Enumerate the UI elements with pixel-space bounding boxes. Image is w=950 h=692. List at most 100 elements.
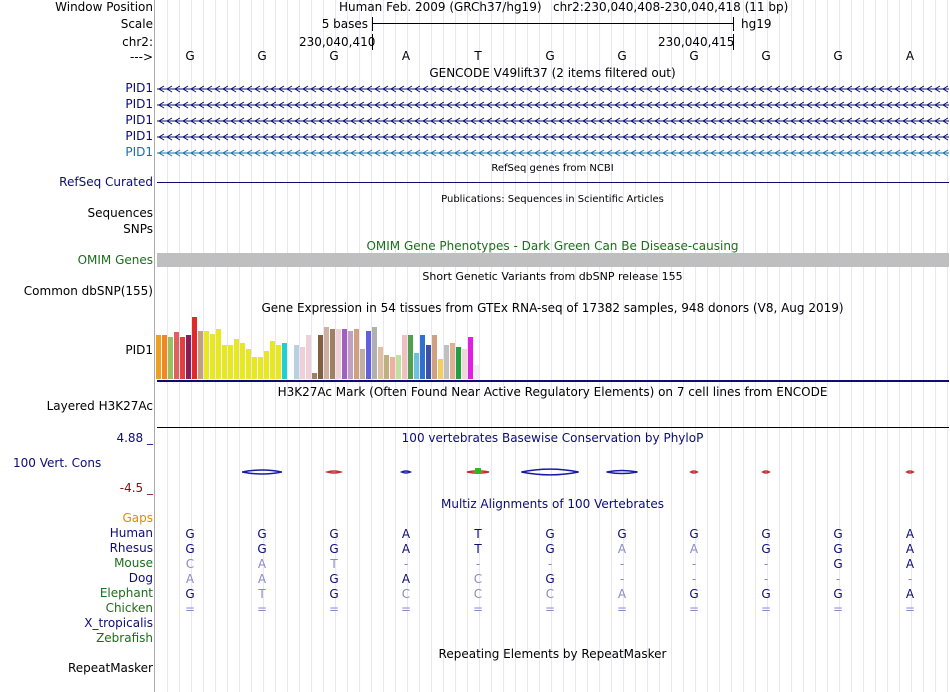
- gtex-tissue-bar[interactable]: [294, 345, 299, 379]
- dbsnp-label[interactable]: Common dbSNP(155): [23, 284, 153, 298]
- gaps-label[interactable]: Gaps: [122, 511, 153, 525]
- gtex-tissue-bar[interactable]: [168, 337, 173, 379]
- gtex-tissue-bar[interactable]: [426, 345, 431, 379]
- gtex-tissue-bar[interactable]: [336, 329, 341, 379]
- gtex-tissue-bar[interactable]: [312, 373, 317, 379]
- gtex-tissue-bar[interactable]: [354, 329, 359, 379]
- gtex-tissue-bar[interactable]: [258, 357, 263, 379]
- phylop-label[interactable]: 100 Vert. Cons: [13, 456, 102, 470]
- gtex-tissue-bar[interactable]: [396, 355, 401, 379]
- multiz-species-label[interactable]: X_tropicalis: [84, 616, 153, 630]
- gtex-tissue-bar[interactable]: [474, 365, 479, 379]
- h3k27ac-label[interactable]: Layered H3K27Ac: [46, 399, 153, 413]
- refseq-gene-line[interactable]: [157, 182, 949, 183]
- gencode-transcript-line[interactable]: [157, 83, 949, 95]
- gtex-tissue-bar[interactable]: [216, 329, 221, 379]
- gtex-tissue-bar[interactable]: [372, 327, 377, 379]
- gtex-tissue-bar[interactable]: [444, 345, 449, 379]
- gtex-tissue-bar[interactable]: [234, 339, 239, 379]
- multiz-species-label[interactable]: Human: [109, 526, 153, 540]
- gencode-track-label[interactable]: PID1: [125, 113, 153, 127]
- gtex-tissue-bar[interactable]: [432, 335, 437, 379]
- strand-arrow-icon: [606, 85, 613, 93]
- omim-label[interactable]: OMIM Genes: [77, 253, 153, 267]
- gencode-track-label[interactable]: PID1: [125, 145, 153, 159]
- omim-gene-bar[interactable]: [157, 253, 949, 267]
- gtex-tissue-bar[interactable]: [450, 343, 455, 379]
- gencode-track-label[interactable]: PID1: [125, 81, 153, 95]
- multiz-species-label[interactable]: Elephant: [99, 586, 153, 600]
- gtex-tissue-bar[interactable]: [462, 349, 467, 379]
- gtex-tissue-bar[interactable]: [240, 343, 245, 379]
- multiz-base: C: [473, 587, 483, 601]
- gencode-transcript-line[interactable]: [157, 147, 949, 159]
- gtex-tissue-bar[interactable]: [252, 357, 257, 379]
- gtex-tissue-bar[interactable]: [348, 331, 353, 379]
- strand-arrow-icon: [582, 85, 589, 93]
- grid-line: [539, 0, 540, 692]
- gtex-tissue-bar[interactable]: [174, 332, 179, 379]
- strand-arrow-icon: [598, 149, 605, 157]
- gtex-tissue-bar[interactable]: [330, 329, 335, 379]
- gencode-transcript-line[interactable]: [157, 131, 949, 143]
- gtex-tissue-bar[interactable]: [378, 347, 383, 379]
- gtex-tissue-bar[interactable]: [324, 327, 329, 379]
- gencode-transcript-line[interactable]: [157, 99, 949, 111]
- gtex-tissue-bar[interactable]: [210, 334, 215, 379]
- gtex-tissue-bar[interactable]: [264, 351, 269, 379]
- gtex-tissue-bar[interactable]: [414, 353, 419, 379]
- strand-arrow-icon: [182, 133, 189, 141]
- strand-arrow-icon: [550, 133, 557, 141]
- gtex-tissue-bar[interactable]: [420, 335, 425, 379]
- gtex-tissue-bar[interactable]: [306, 335, 311, 379]
- gtex-tissue-bar[interactable]: [408, 335, 413, 379]
- gtex-label[interactable]: PID1: [125, 343, 153, 357]
- multiz-species-label[interactable]: Chicken: [105, 601, 153, 615]
- gtex-tissue-bar[interactable]: [162, 335, 167, 379]
- gtex-tissue-bar[interactable]: [246, 349, 251, 379]
- gencode-transcript-line[interactable]: [157, 115, 949, 127]
- gencode-track-label[interactable]: PID1: [125, 129, 153, 143]
- strand-arrow-icon: [766, 85, 773, 93]
- gtex-tissue-bar[interactable]: [276, 345, 281, 379]
- multiz-species-label[interactable]: Zebrafish: [96, 631, 153, 645]
- gtex-tissue-bar[interactable]: [300, 347, 305, 379]
- gtex-tissue-bar[interactable]: [366, 331, 371, 379]
- strand-arrow-icon: [870, 101, 877, 109]
- sequences-label[interactable]: Sequences: [87, 206, 153, 220]
- gtex-tissue-bar[interactable]: [402, 335, 407, 379]
- refseq-label[interactable]: RefSeq Curated: [59, 175, 153, 189]
- multiz-title: Multiz Alignments of 100 Vertebrates: [440, 497, 665, 511]
- gtex-tissue-bar[interactable]: [456, 347, 461, 379]
- gtex-tissue-bar[interactable]: [186, 335, 191, 379]
- strand-arrow-icon: [566, 101, 573, 109]
- gtex-tissue-bar[interactable]: [222, 345, 227, 379]
- gtex-tissue-bar[interactable]: [180, 337, 185, 379]
- multiz-species-label[interactable]: Dog: [128, 571, 153, 585]
- strand-arrow-icon: [518, 101, 525, 109]
- gtex-tissue-bar[interactable]: [360, 349, 365, 379]
- gtex-tissue-bar[interactable]: [156, 335, 161, 379]
- gtex-tissue-bar[interactable]: [228, 345, 233, 379]
- gtex-tissue-bar[interactable]: [198, 331, 203, 379]
- multiz-base: G: [617, 527, 627, 541]
- gtex-tissue-bar[interactable]: [438, 359, 443, 379]
- gtex-tissue-bar[interactable]: [384, 355, 389, 379]
- gtex-tissue-bar[interactable]: [270, 341, 275, 379]
- multiz-species-label[interactable]: Mouse: [114, 556, 153, 570]
- gtex-tissue-bar[interactable]: [282, 343, 287, 379]
- gtex-tissue-bar[interactable]: [468, 337, 473, 379]
- snps-label[interactable]: SNPs: [123, 222, 153, 236]
- multiz-species-label[interactable]: Rhesus: [109, 541, 153, 555]
- gtex-tissue-bar[interactable]: [342, 329, 347, 379]
- repeatmasker-label[interactable]: RepeatMasker: [67, 661, 153, 675]
- strand-arrow-icon: [430, 101, 437, 109]
- gtex-tissue-bar[interactable]: [318, 335, 323, 379]
- gtex-tissue-bar[interactable]: [192, 317, 197, 379]
- gtex-tissue-bar[interactable]: [288, 347, 293, 379]
- gtex-tissue-bar[interactable]: [390, 357, 395, 379]
- gencode-track-label[interactable]: PID1: [125, 97, 153, 111]
- gtex-tissue-bar[interactable]: [204, 331, 209, 379]
